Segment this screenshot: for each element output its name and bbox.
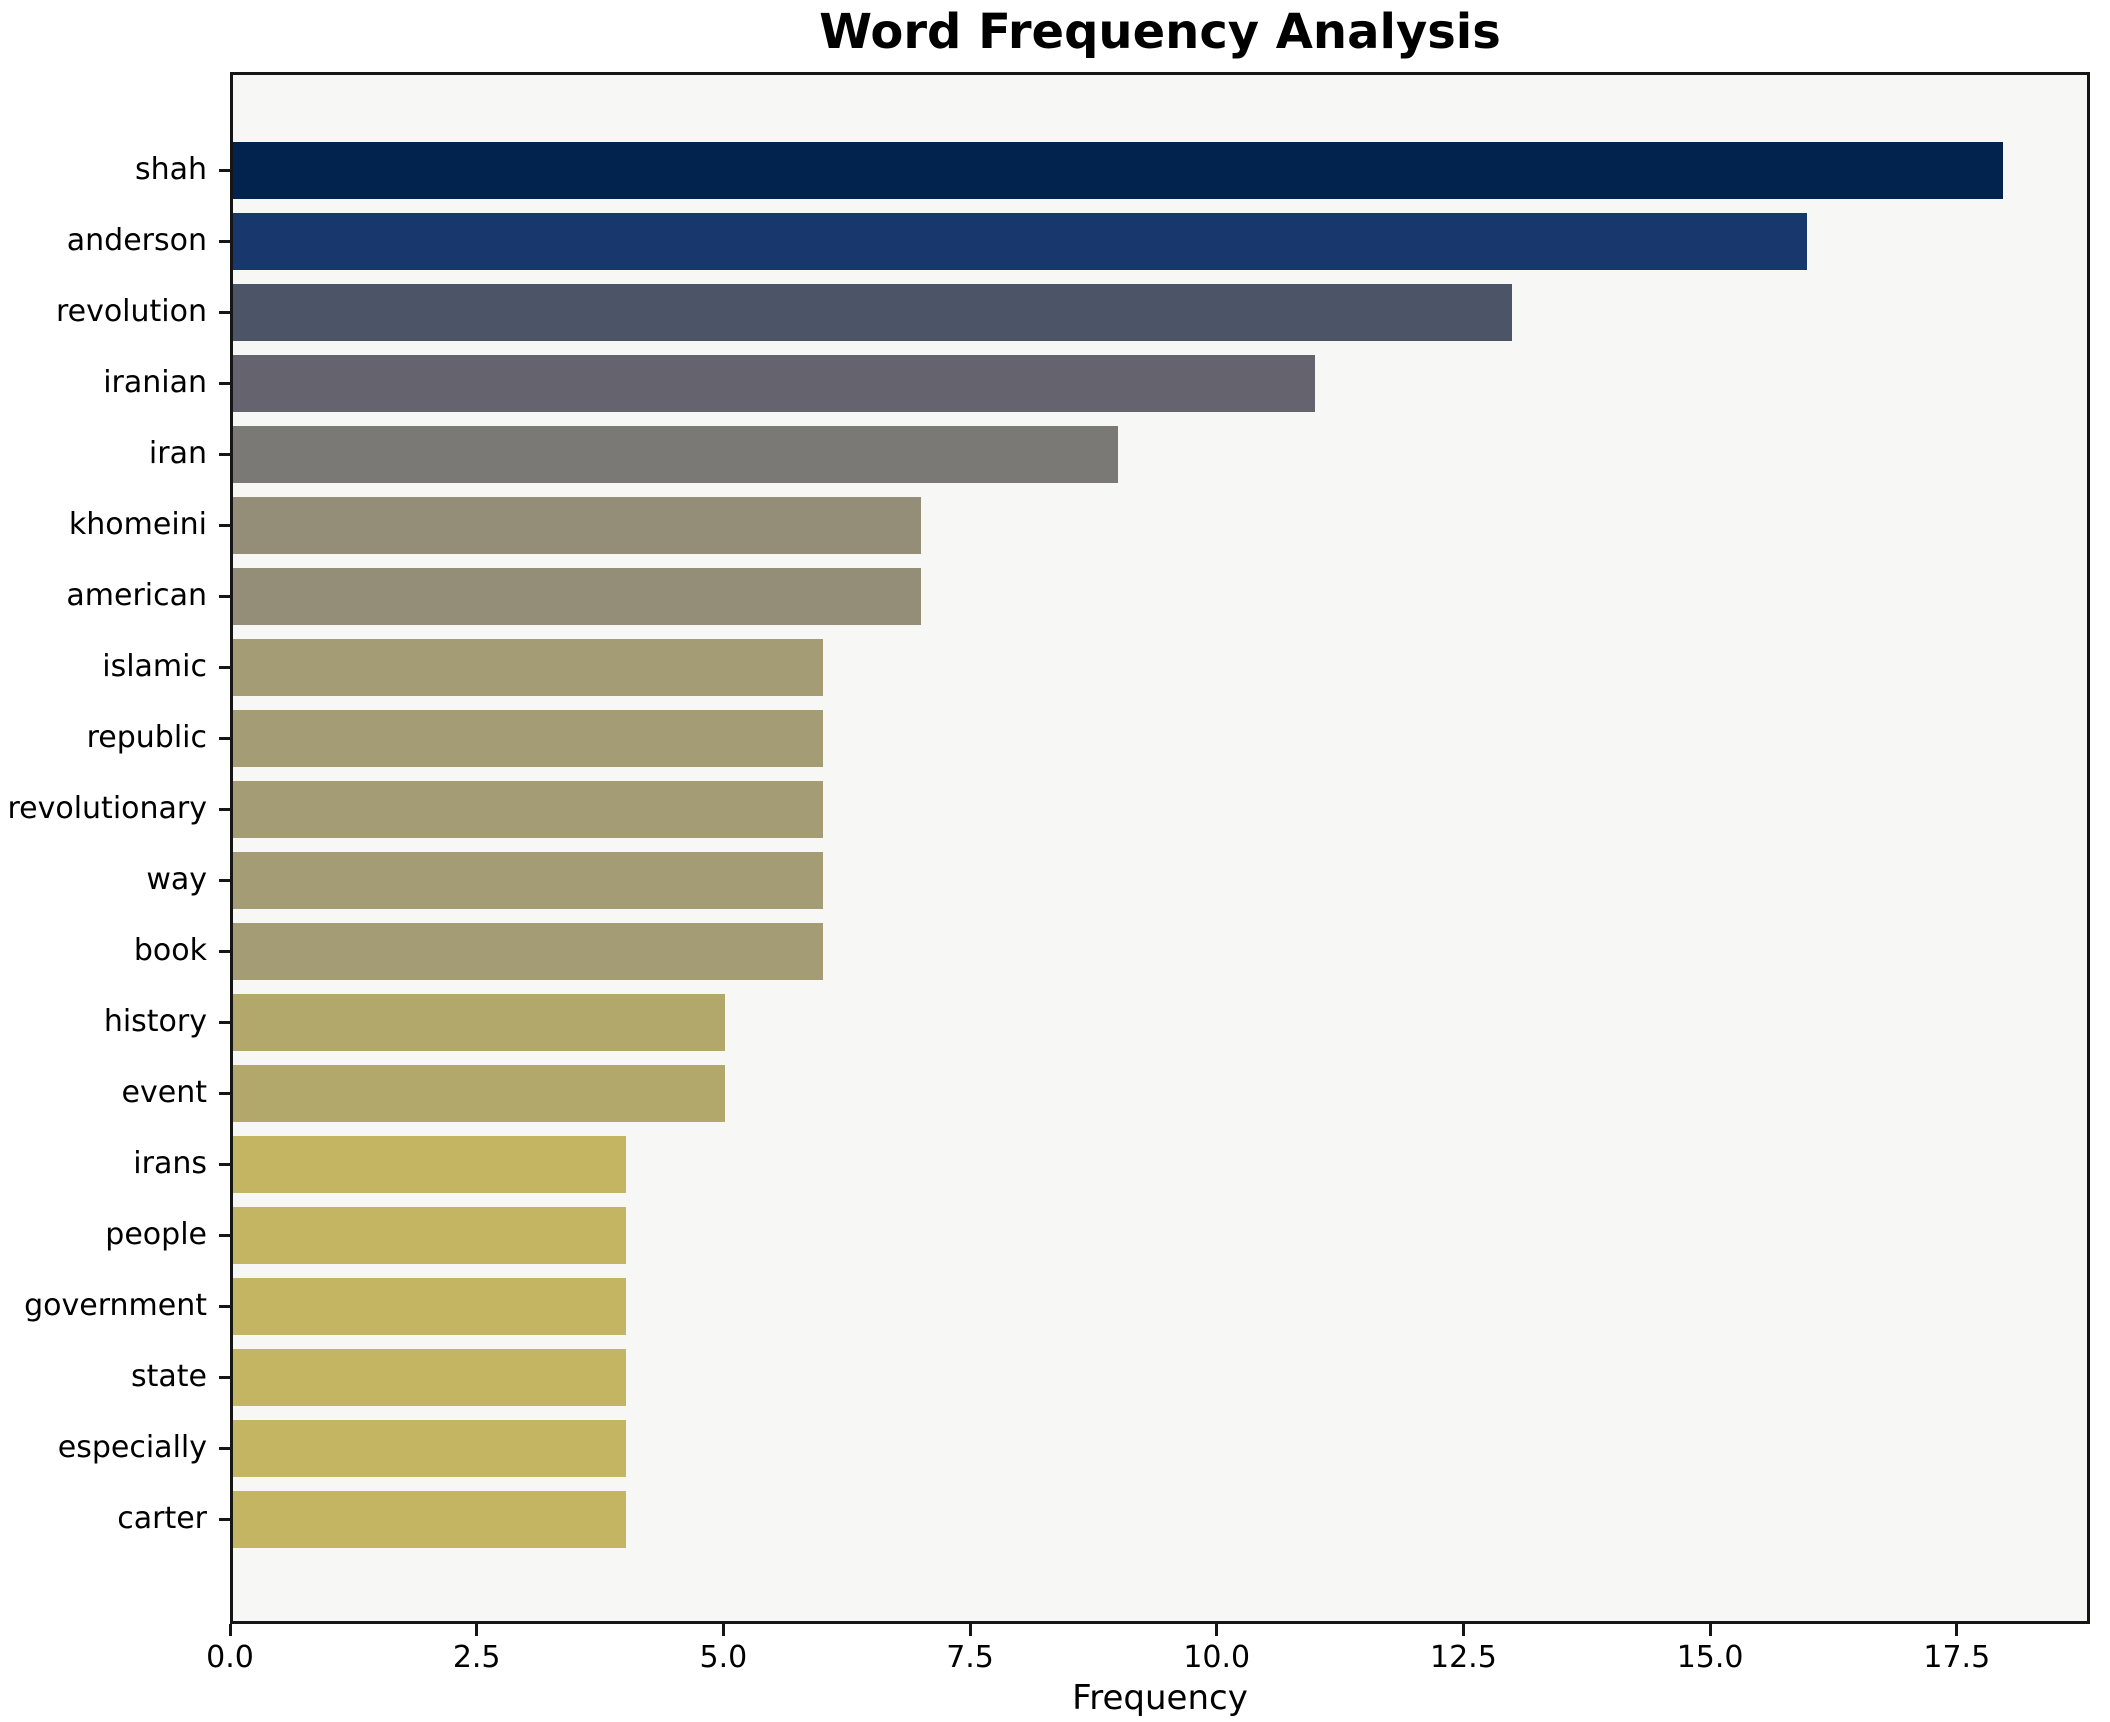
bar-iran bbox=[233, 425, 1119, 483]
xtick-label-7.5: 7.5 bbox=[946, 1640, 994, 1675]
ytick-label-iran: iran bbox=[148, 436, 207, 471]
bar-event bbox=[233, 1064, 725, 1122]
y-tick-state bbox=[219, 1375, 230, 1379]
bar-people bbox=[233, 1206, 627, 1264]
bar-state bbox=[233, 1348, 627, 1406]
x-tick-2.5 bbox=[475, 1624, 479, 1636]
bar-carter bbox=[233, 1490, 627, 1548]
xtick-label-2.5: 2.5 bbox=[452, 1640, 501, 1675]
ytick-label-state: state bbox=[131, 1359, 207, 1394]
ytick-label-especially: especially bbox=[57, 1430, 207, 1465]
y-tick-revolutionary bbox=[219, 807, 230, 811]
y-tick-government bbox=[219, 1304, 230, 1308]
ytick-label-irans: irans bbox=[133, 1146, 207, 1181]
y-tick-irans bbox=[219, 1162, 230, 1166]
y-tick-carter bbox=[219, 1517, 230, 1521]
bar-shah bbox=[233, 141, 2004, 199]
ytick-label-carter: carter bbox=[117, 1501, 207, 1536]
y-tick-especially bbox=[219, 1446, 230, 1450]
bar-way bbox=[233, 851, 824, 909]
bar-anderson bbox=[233, 212, 1807, 270]
x-tick-7.5 bbox=[968, 1624, 972, 1636]
bar-republic bbox=[233, 709, 824, 767]
y-tick-republic bbox=[219, 736, 230, 740]
ytick-label-revolutionary: revolutionary bbox=[7, 791, 207, 826]
y-tick-book bbox=[219, 949, 230, 953]
bar-khomeini bbox=[233, 496, 922, 554]
xtick-label-0.0: 0.0 bbox=[206, 1640, 254, 1675]
xtick-label-17.5: 17.5 bbox=[1923, 1640, 1991, 1675]
ytick-label-shah: shah bbox=[134, 152, 207, 187]
xtick-label-15.0: 15.0 bbox=[1676, 1640, 1744, 1675]
ytick-label-khomeini: khomeini bbox=[68, 507, 207, 542]
ytick-label-history: history bbox=[103, 1004, 207, 1039]
bar-revolutionary bbox=[233, 780, 824, 838]
y-tick-iran bbox=[219, 452, 230, 456]
ytick-label-islamic: islamic bbox=[102, 649, 207, 684]
y-tick-revolution bbox=[219, 310, 230, 314]
y-tick-anderson bbox=[219, 239, 230, 243]
ytick-label-book: book bbox=[133, 933, 207, 968]
x-tick-12.5 bbox=[1461, 1624, 1465, 1636]
bar-irans bbox=[233, 1135, 627, 1193]
bar-iranian bbox=[233, 354, 1315, 412]
x-tick-10.0 bbox=[1215, 1624, 1219, 1636]
ytick-label-republic: republic bbox=[86, 720, 207, 755]
x-tick-5.0 bbox=[721, 1624, 725, 1636]
y-tick-way bbox=[219, 878, 230, 882]
ytick-label-american: american bbox=[66, 578, 207, 613]
bar-revolution bbox=[233, 283, 1512, 341]
chart-title: Word Frequency Analysis bbox=[819, 4, 1501, 60]
bar-history bbox=[233, 993, 725, 1051]
xtick-label-5.0: 5.0 bbox=[699, 1640, 748, 1675]
plot-area bbox=[230, 72, 2090, 1624]
ytick-label-revolution: revolution bbox=[55, 294, 207, 329]
y-tick-khomeini bbox=[219, 523, 230, 527]
y-tick-islamic bbox=[219, 665, 230, 669]
ytick-label-government: government bbox=[24, 1288, 207, 1323]
bar-american bbox=[233, 567, 922, 625]
y-tick-iranian bbox=[219, 381, 230, 385]
bar-book bbox=[233, 922, 824, 980]
ytick-label-event: event bbox=[121, 1075, 207, 1110]
bar-government bbox=[233, 1277, 627, 1335]
ytick-label-way: way bbox=[146, 862, 207, 897]
y-tick-history bbox=[219, 1020, 230, 1024]
x-tick-17.5 bbox=[1955, 1624, 1959, 1636]
y-tick-people bbox=[219, 1233, 230, 1237]
x-axis-label: Frequency bbox=[1072, 1678, 1248, 1718]
x-tick-0.0 bbox=[228, 1624, 232, 1636]
bar-islamic bbox=[233, 638, 824, 696]
ytick-label-iranian: iranian bbox=[103, 365, 207, 400]
xtick-label-12.5: 12.5 bbox=[1430, 1640, 1497, 1675]
ytick-label-people: people bbox=[105, 1217, 207, 1252]
x-tick-15.0 bbox=[1708, 1624, 1712, 1636]
y-tick-american bbox=[219, 594, 230, 598]
y-tick-event bbox=[219, 1091, 230, 1095]
bar-especially bbox=[233, 1419, 627, 1477]
xtick-label-10.0: 10.0 bbox=[1183, 1640, 1251, 1675]
ytick-label-anderson: anderson bbox=[66, 223, 207, 258]
y-tick-shah bbox=[219, 168, 230, 172]
